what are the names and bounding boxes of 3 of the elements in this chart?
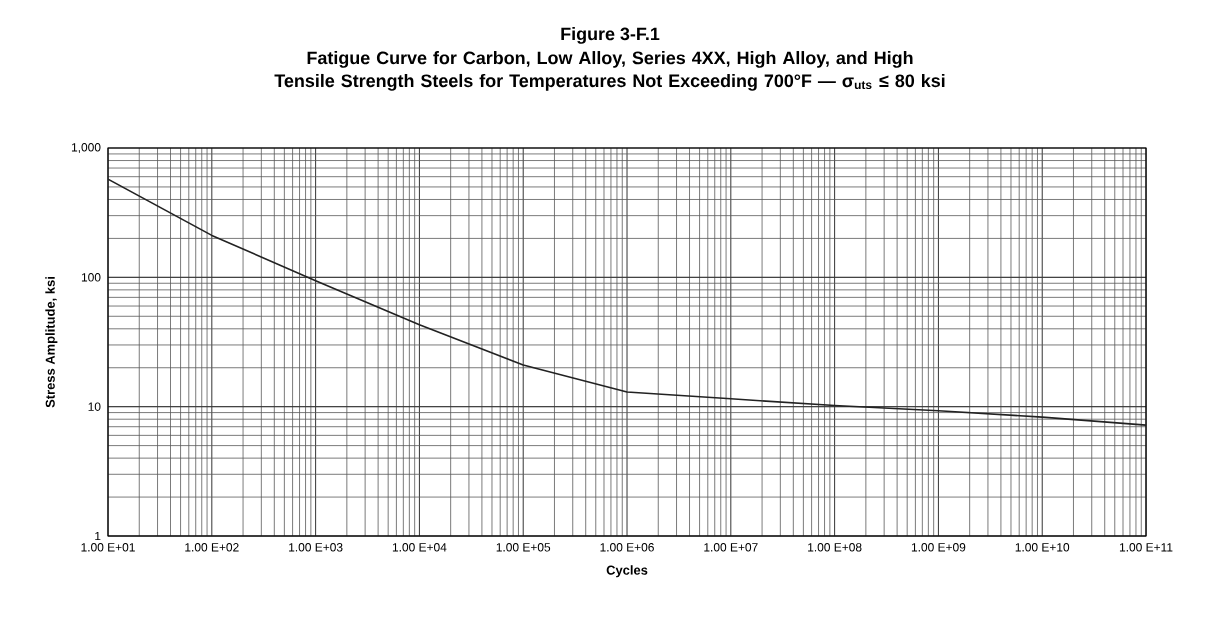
chart-title: Figure 3-F.1 — [561, 27, 660, 44]
line-series — [108, 178, 1147, 426]
chart-subtitle: Fatigue Curve for Carbon, Low Alloy, Series 4XX, High Alloy, and High Tensile Strength Steels for Temperatures Not Exceeding 700°F — σ$_{uts}$ ≤ 80 ksi — [274, 51, 945, 91]
